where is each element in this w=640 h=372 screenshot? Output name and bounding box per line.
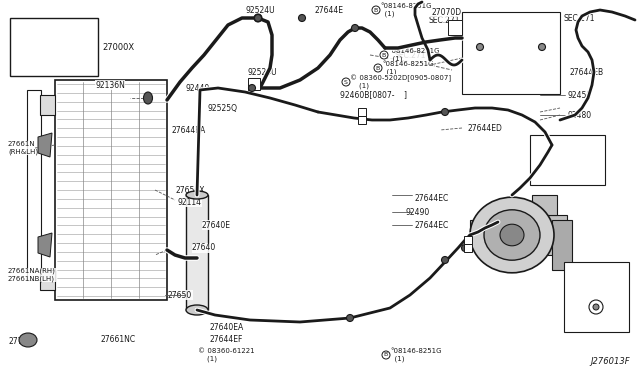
Text: © 08360-61221
    (1): © 08360-61221 (1): [198, 348, 255, 362]
Text: 27000X: 27000X: [102, 42, 134, 51]
Polygon shape: [38, 133, 52, 157]
Text: °08146-8251G
  (1): °08146-8251G (1): [390, 348, 442, 362]
Text: 27644EC: 27644EC: [415, 221, 449, 230]
Text: A: A: [252, 80, 258, 89]
Bar: [530, 135, 605, 185]
Bar: [564, 262, 629, 332]
Text: 27640E: 27640E: [202, 221, 231, 230]
Text: SEC.271: SEC.271: [429, 16, 460, 25]
Text: 27661N
(RH&LH): 27661N (RH&LH): [8, 141, 38, 155]
Text: 27640: 27640: [192, 244, 216, 253]
Bar: [470, 220, 490, 250]
Text: B: B: [384, 353, 388, 357]
Text: 27760: 27760: [8, 337, 32, 346]
Text: 27644EB: 27644EB: [570, 67, 604, 77]
Ellipse shape: [500, 224, 524, 246]
Bar: [55, 80, 167, 300]
Text: 92440: 92440: [186, 83, 211, 93]
Ellipse shape: [255, 15, 262, 22]
Ellipse shape: [346, 314, 353, 321]
Text: 27644EC: 27644EC: [415, 193, 449, 202]
Text: 92136N: 92136N: [95, 80, 125, 90]
Text: °08146-8251G
  (1): °08146-8251G (1): [380, 3, 431, 17]
Text: © 08360-5202D[0905-0807]
    (1): © 08360-5202D[0905-0807] (1): [350, 74, 451, 89]
Ellipse shape: [248, 84, 255, 92]
Text: (27630): (27630): [552, 160, 582, 170]
Text: 92480: 92480: [568, 110, 592, 119]
Bar: [27, 90, 41, 280]
Bar: [358, 116, 366, 124]
Text: S: S: [344, 80, 348, 84]
Text: 92524U: 92524U: [246, 6, 276, 15]
Ellipse shape: [484, 210, 540, 260]
Bar: [248, 78, 260, 90]
Bar: [464, 244, 472, 252]
Ellipse shape: [538, 44, 545, 51]
Bar: [532, 215, 567, 255]
Ellipse shape: [382, 351, 390, 359]
Text: 92526C: 92526C: [580, 273, 612, 282]
Ellipse shape: [372, 6, 380, 14]
Ellipse shape: [593, 304, 599, 310]
Ellipse shape: [461, 244, 468, 251]
Text: 92460B[0807-    ]: 92460B[0807- ]: [340, 90, 407, 99]
Bar: [40, 95, 55, 115]
Text: 27644EE: 27644EE: [470, 54, 504, 62]
Text: 27650: 27650: [168, 291, 192, 299]
Text: SEC.271: SEC.271: [395, 51, 426, 60]
Text: 27661NC: 27661NC: [100, 336, 135, 344]
Text: 27650X: 27650X: [175, 186, 205, 195]
Bar: [448, 20, 462, 35]
Ellipse shape: [442, 109, 449, 115]
Text: 92490: 92490: [406, 208, 430, 217]
Ellipse shape: [374, 64, 382, 72]
Bar: [358, 108, 366, 116]
Bar: [462, 12, 560, 94]
Text: B: B: [374, 7, 378, 13]
Text: 27661NA(RH)
27661NB(LH): 27661NA(RH) 27661NB(LH): [8, 268, 56, 282]
Text: °08146-8251G
  (1): °08146-8251G (1): [382, 61, 433, 75]
Text: 27644ED: 27644ED: [468, 124, 503, 132]
Text: 92524U: 92524U: [248, 67, 278, 77]
Text: B: B: [376, 65, 380, 71]
Text: 92114: 92114: [178, 198, 202, 206]
Ellipse shape: [380, 51, 388, 59]
Text: J276013F: J276013F: [590, 357, 630, 366]
Text: °08146-8251G
  (1): °08146-8251G (1): [388, 48, 440, 62]
Ellipse shape: [143, 92, 152, 104]
Bar: [464, 236, 472, 244]
Ellipse shape: [589, 300, 603, 314]
Bar: [10, 18, 98, 76]
Text: A: A: [453, 23, 459, 32]
Text: SEC.271: SEC.271: [495, 16, 527, 25]
Ellipse shape: [186, 305, 208, 315]
Ellipse shape: [442, 257, 449, 263]
Text: 27644EA: 27644EA: [172, 125, 206, 135]
Text: 27640EA: 27640EA: [210, 324, 244, 333]
Bar: [186, 195, 208, 310]
Bar: [532, 195, 557, 215]
Ellipse shape: [470, 197, 554, 273]
Bar: [40, 270, 55, 290]
Ellipse shape: [298, 15, 305, 22]
Text: 27644EF: 27644EF: [210, 336, 243, 344]
Ellipse shape: [254, 14, 262, 22]
Ellipse shape: [19, 333, 37, 347]
Ellipse shape: [477, 44, 483, 51]
Ellipse shape: [351, 25, 358, 32]
Bar: [552, 220, 572, 270]
Text: 27644E: 27644E: [315, 6, 344, 15]
Text: 92525Q: 92525Q: [208, 103, 238, 112]
Text: B: B: [382, 52, 386, 58]
Text: 92450: 92450: [568, 90, 592, 99]
Text: SEC.271: SEC.271: [564, 13, 595, 22]
Ellipse shape: [186, 191, 208, 199]
Polygon shape: [38, 233, 52, 257]
Ellipse shape: [342, 78, 350, 86]
Text: 27070D: 27070D: [432, 7, 462, 16]
Text: SEC.274: SEC.274: [552, 145, 583, 154]
